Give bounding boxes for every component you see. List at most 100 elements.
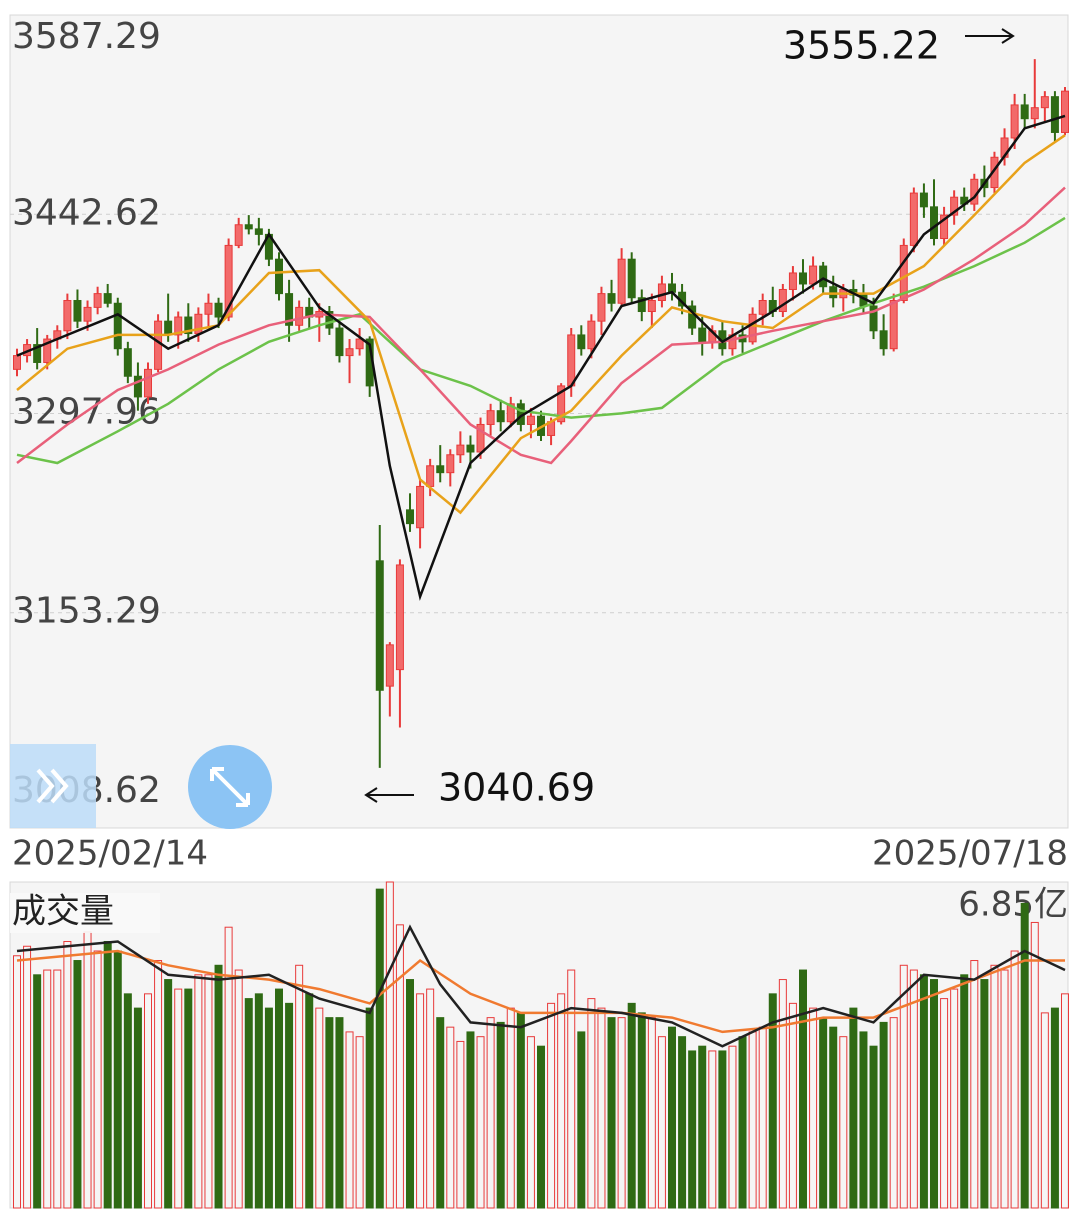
volume-bar <box>446 1026 455 1209</box>
volume-bar <box>940 998 949 1209</box>
y-tick-label: 6.85亿 <box>958 885 1068 925</box>
volume-bar <box>657 1036 666 1209</box>
candle-body <box>909 192 918 246</box>
volume-bar <box>33 974 42 1209</box>
volume-bar <box>980 979 989 1209</box>
candle-body <box>395 564 404 671</box>
volume-bar <box>224 926 233 1209</box>
candle-body <box>73 299 82 322</box>
volume-bar <box>547 1002 556 1209</box>
candle-body <box>788 272 797 290</box>
candle-body <box>496 410 505 423</box>
volume-bar <box>466 1031 475 1209</box>
y-tick-label: 3587.29 <box>12 16 161 57</box>
candle-body <box>154 320 163 370</box>
candle-body <box>778 288 787 313</box>
ma-line <box>16 134 1066 515</box>
volume-bar <box>73 960 82 1209</box>
ma-line <box>16 114 1066 601</box>
candle-body <box>1020 104 1029 120</box>
volume-bar <box>93 950 102 1209</box>
candle-body <box>466 444 475 453</box>
volume-bar <box>254 993 263 1209</box>
y-tick-label: 3153.29 <box>12 591 161 632</box>
volume-bar <box>365 1007 374 1209</box>
candle-body <box>647 299 656 313</box>
volume-bar <box>1050 1007 1059 1209</box>
candle-body <box>204 302 213 315</box>
volume-bar <box>688 1050 697 1209</box>
volume-bar <box>214 964 223 1209</box>
volume-bar <box>799 969 807 1209</box>
candle-body <box>899 244 908 301</box>
volume-bar <box>375 888 384 1209</box>
candle-body <box>436 465 445 474</box>
volume-bar <box>889 1017 898 1209</box>
volume-bar <box>960 974 969 1209</box>
candle-body <box>889 299 898 350</box>
volume-bar <box>970 960 979 1209</box>
volume-bar <box>1020 902 1029 1209</box>
volume-bar <box>154 960 163 1209</box>
volume-bar <box>788 1002 797 1209</box>
candle-body <box>950 196 959 216</box>
arrow <box>965 28 1015 44</box>
volume-bar <box>849 1007 858 1209</box>
candle-body <box>33 344 42 363</box>
candle-body <box>113 302 122 350</box>
volume-bar <box>275 988 283 1209</box>
volume-bar <box>476 1036 485 1209</box>
volume-bar <box>738 1036 747 1209</box>
candle-body <box>526 415 535 425</box>
candle-body <box>254 228 263 235</box>
volume-bar <box>234 969 243 1209</box>
volume-bar <box>778 979 787 1209</box>
volume-label: 成交量 <box>12 892 114 932</box>
volume-bar <box>103 940 112 1209</box>
expand-icon <box>210 767 250 807</box>
candle-body <box>930 206 938 240</box>
volume-bar <box>496 1021 505 1209</box>
volume-bar <box>708 1050 717 1209</box>
candle-body <box>869 305 878 332</box>
volume-bar <box>567 969 576 1209</box>
candle-body <box>123 348 132 377</box>
candle-body <box>446 454 455 474</box>
volume-bar <box>23 945 32 1209</box>
ma-line <box>16 186 1066 465</box>
volume-bar <box>698 1045 707 1209</box>
candle-body <box>698 327 707 343</box>
candle-body <box>1050 96 1059 133</box>
candle-body <box>637 297 646 313</box>
volume-bar <box>718 1050 727 1209</box>
candle-body <box>607 293 616 304</box>
volume-bar <box>164 979 173 1209</box>
volume-bar <box>930 979 938 1209</box>
candle-body <box>567 334 576 387</box>
candle-body <box>799 272 807 285</box>
candle-body <box>879 330 888 350</box>
volume-bar <box>113 950 122 1209</box>
ma-line <box>16 924 1066 1048</box>
candle-body <box>919 192 928 208</box>
volume-bar <box>597 1007 606 1209</box>
candle-body <box>416 485 425 529</box>
candle-body <box>234 224 243 246</box>
candle-body <box>103 293 112 304</box>
volume-bar <box>1030 921 1039 1209</box>
arrow <box>364 787 414 803</box>
candle-body <box>758 299 767 315</box>
volume-bar <box>678 1036 687 1209</box>
volume-bar <box>204 974 213 1209</box>
candle-body <box>335 327 344 357</box>
volume-bar <box>335 1017 344 1209</box>
volume-bar <box>577 1031 586 1209</box>
candle-body <box>285 293 294 326</box>
volume-bar <box>869 1045 878 1209</box>
label-bg <box>10 893 160 933</box>
candle-body <box>325 311 334 329</box>
volume-bar <box>416 993 425 1209</box>
chevron-icon <box>36 768 69 804</box>
candle-body <box>657 283 666 301</box>
